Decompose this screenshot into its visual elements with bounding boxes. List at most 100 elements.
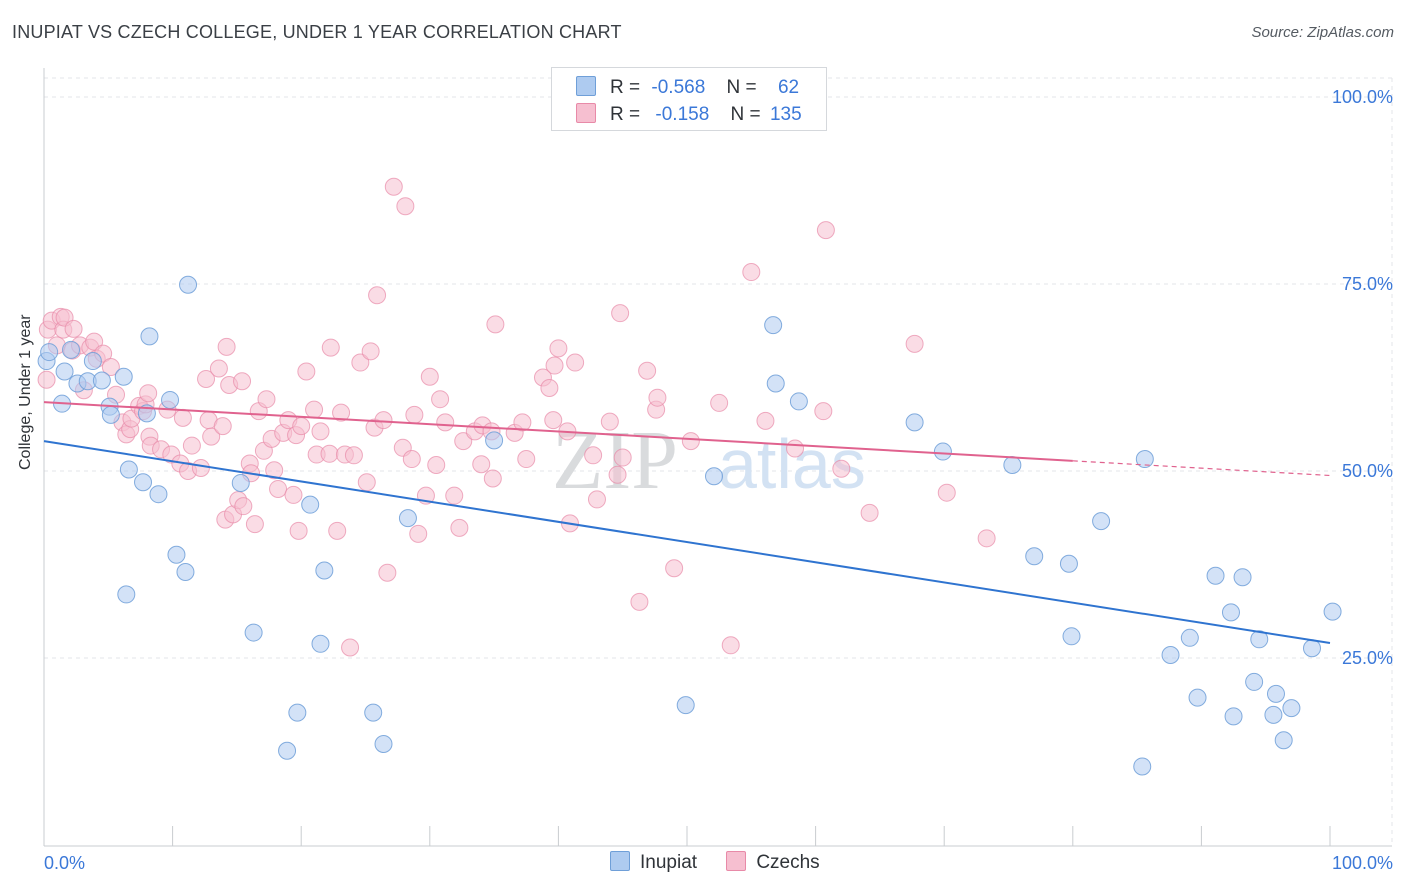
tick-labels: 100.0% 75.0% 50.0% 25.0% 0.0% 100.0% <box>44 87 1393 873</box>
y-tick-label: 100.0% <box>1332 87 1393 107</box>
inupiat-point <box>161 390 180 409</box>
czechs-point <box>665 559 684 578</box>
legend-label-czechs: Czechs <box>756 852 820 873</box>
inupiat-point <box>119 460 138 479</box>
czechs-point <box>742 263 761 282</box>
czechs-point <box>860 503 879 522</box>
czechs-point <box>405 405 424 424</box>
czechs-point <box>513 413 532 432</box>
inupiat-point <box>1266 684 1285 703</box>
czechs-point <box>721 636 740 655</box>
y-tick-label: 25.0% <box>1342 648 1393 668</box>
czechs-point <box>245 515 264 534</box>
czechs-point <box>191 459 210 478</box>
legend-r-value: -0.158 <box>655 104 710 125</box>
czechs-point <box>816 221 835 240</box>
inupiat-point <box>1264 705 1283 724</box>
legend-r-label: R = <box>610 77 641 98</box>
inupiat-point <box>62 340 81 359</box>
czechs-point <box>420 367 439 386</box>
inupiat-point <box>301 495 320 514</box>
czechs-legend-icon <box>726 851 747 871</box>
czechs-point <box>540 378 559 397</box>
czechs-point <box>139 384 158 403</box>
czechs-point <box>37 370 56 389</box>
x-tick-label: 0.0% <box>44 853 85 873</box>
czechs-point <box>64 319 83 338</box>
series-legend: Inupiat Czechs <box>610 851 844 874</box>
czechs-trend-line-extension <box>1072 460 1331 477</box>
czechs-point <box>209 359 228 378</box>
czechs-point <box>344 446 363 465</box>
czechs-swatch-icon <box>576 103 596 123</box>
czechs-point <box>517 450 536 469</box>
y-tick-label: 50.0% <box>1342 461 1393 481</box>
czechs-point <box>202 427 221 446</box>
inupiat-point <box>933 442 952 461</box>
inupiat-trend-line <box>43 440 1331 645</box>
inupiat-point <box>1062 627 1081 646</box>
inupiat-point <box>1323 602 1342 621</box>
czechs-point <box>284 485 303 504</box>
inupiat-point <box>1180 628 1199 647</box>
inupiat-point <box>1224 707 1243 726</box>
czechs-point <box>600 412 619 431</box>
czechs-point <box>320 444 339 463</box>
inupiat-point <box>117 585 136 604</box>
chart-title: INUPIAT VS CZECH COLLEGE, UNDER 1 YEAR C… <box>12 22 622 42</box>
inupiat-point <box>167 545 186 564</box>
czechs-point <box>217 337 236 356</box>
inupiat-point <box>398 509 417 528</box>
czechs-point <box>611 304 630 323</box>
czechs-point <box>638 361 657 380</box>
czechs-point <box>197 369 216 388</box>
czechs-point <box>368 286 387 305</box>
legend-item-czechs[interactable]: Czechs <box>726 851 820 874</box>
czechs-point <box>436 413 455 432</box>
czechs-trend-line <box>43 401 1073 462</box>
czechs-point <box>101 358 120 377</box>
czechs-point <box>361 342 380 361</box>
czechs-point <box>681 432 700 451</box>
inupiat-point <box>705 467 724 486</box>
legend-r-value: -0.568 <box>651 77 706 98</box>
czechs-points <box>37 177 996 657</box>
inupiat-point <box>92 371 111 390</box>
czechs-point <box>213 417 232 436</box>
legend-n-value: 135 <box>769 104 802 125</box>
legend-item-inupiat[interactable]: Inupiat <box>610 851 697 874</box>
inupiat-point <box>766 374 785 393</box>
inupiat-point <box>55 362 74 381</box>
czechs-point <box>402 450 421 469</box>
czechs-point <box>173 408 192 427</box>
czechs-point <box>630 592 649 611</box>
legend-n-value: 62 <box>777 77 800 98</box>
czechs-point <box>378 563 397 582</box>
inupiat-point <box>364 703 383 722</box>
czechs-point <box>814 402 833 421</box>
legend-row-czechs: R = -0.158 N = 135 <box>576 103 802 125</box>
czechs-point <box>648 388 667 407</box>
inupiat-point <box>176 562 195 581</box>
inupiat-point <box>1059 554 1078 573</box>
legend-r-label: R = <box>610 104 641 125</box>
czechs-point <box>384 177 403 196</box>
czechs-point <box>832 459 851 478</box>
inupiat-point <box>1206 566 1225 585</box>
czechs-point <box>454 432 473 451</box>
inupiat-point <box>1282 699 1301 718</box>
inupiat-point <box>1233 568 1252 587</box>
czechs-point <box>472 455 491 474</box>
inupiat-point <box>179 275 198 294</box>
axes <box>43 68 1392 847</box>
czechs-point <box>351 353 370 372</box>
czechs-point <box>357 473 376 492</box>
inupiat-point <box>288 703 307 722</box>
czechs-point <box>305 400 324 419</box>
inupiat-point <box>244 623 263 642</box>
inupiat-point <box>149 485 168 504</box>
inupiat-point <box>1274 731 1293 750</box>
czechs-point <box>486 315 505 334</box>
source-credit: Source: ZipAtlas.com <box>1251 24 1394 41</box>
